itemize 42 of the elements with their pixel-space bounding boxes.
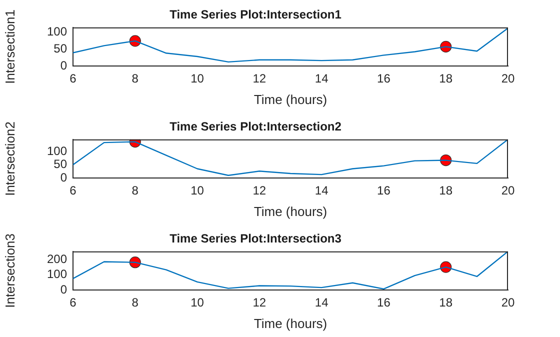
y-tick-label: 50	[54, 41, 68, 56]
x-tick-label: 18	[439, 184, 453, 198]
x-tick-label: 18	[439, 296, 453, 310]
y-tick-label: 50	[54, 157, 68, 172]
x-axis-title: Time (hours)	[254, 316, 328, 331]
x-axis-title: Time (hours)	[254, 204, 328, 219]
x-tick-label: 16	[377, 296, 391, 310]
x-tick-label: 14	[314, 72, 329, 86]
x-tick-label: 12	[252, 296, 266, 310]
x-tick-label: 8	[132, 184, 139, 198]
y-axis-title: Intersection2	[2, 121, 18, 196]
x-tick-label: 8	[132, 72, 139, 86]
y-tick-label: 0	[60, 58, 68, 72]
x-tick-label: 20	[501, 184, 515, 198]
x-tick-label: 6	[70, 296, 77, 310]
y-tick-label: 0	[60, 170, 68, 184]
y-tick-label: 0	[60, 282, 68, 296]
x-tick-label: 14	[314, 296, 329, 310]
y-tick-label: 100	[46, 267, 68, 282]
x-tick-label: 16	[377, 184, 391, 198]
x-tick-label: 8	[132, 296, 139, 310]
x-tick-label: 20	[501, 296, 515, 310]
chart-title: Time Series Plot:Intersection2	[170, 120, 342, 134]
x-tick-label: 12	[252, 72, 266, 86]
x-tick-label: 6	[70, 184, 77, 198]
y-tick-label: 200	[46, 252, 68, 266]
x-tick-label: 18	[439, 72, 453, 86]
x-axis-title: Time (hours)	[254, 92, 328, 107]
x-tick-label: 10	[190, 296, 204, 310]
chart-title: Time Series Plot:Intersection1	[170, 8, 342, 22]
x-tick-label: 10	[190, 184, 204, 198]
x-tick-label: 12	[252, 184, 266, 198]
chart-title: Time Series Plot:Intersection3	[170, 232, 342, 246]
x-tick-label: 14	[314, 184, 329, 198]
y-tick-label: 100	[46, 144, 68, 158]
y-tick-label: 100	[46, 24, 68, 38]
y-axis-title: Intersection3	[2, 233, 18, 308]
x-tick-label: 16	[377, 72, 391, 86]
y-axis-title: Intersection1	[2, 9, 18, 84]
x-tick-label: 6	[70, 72, 77, 86]
x-tick-label: 20	[501, 72, 515, 86]
x-tick-label: 10	[190, 72, 204, 86]
